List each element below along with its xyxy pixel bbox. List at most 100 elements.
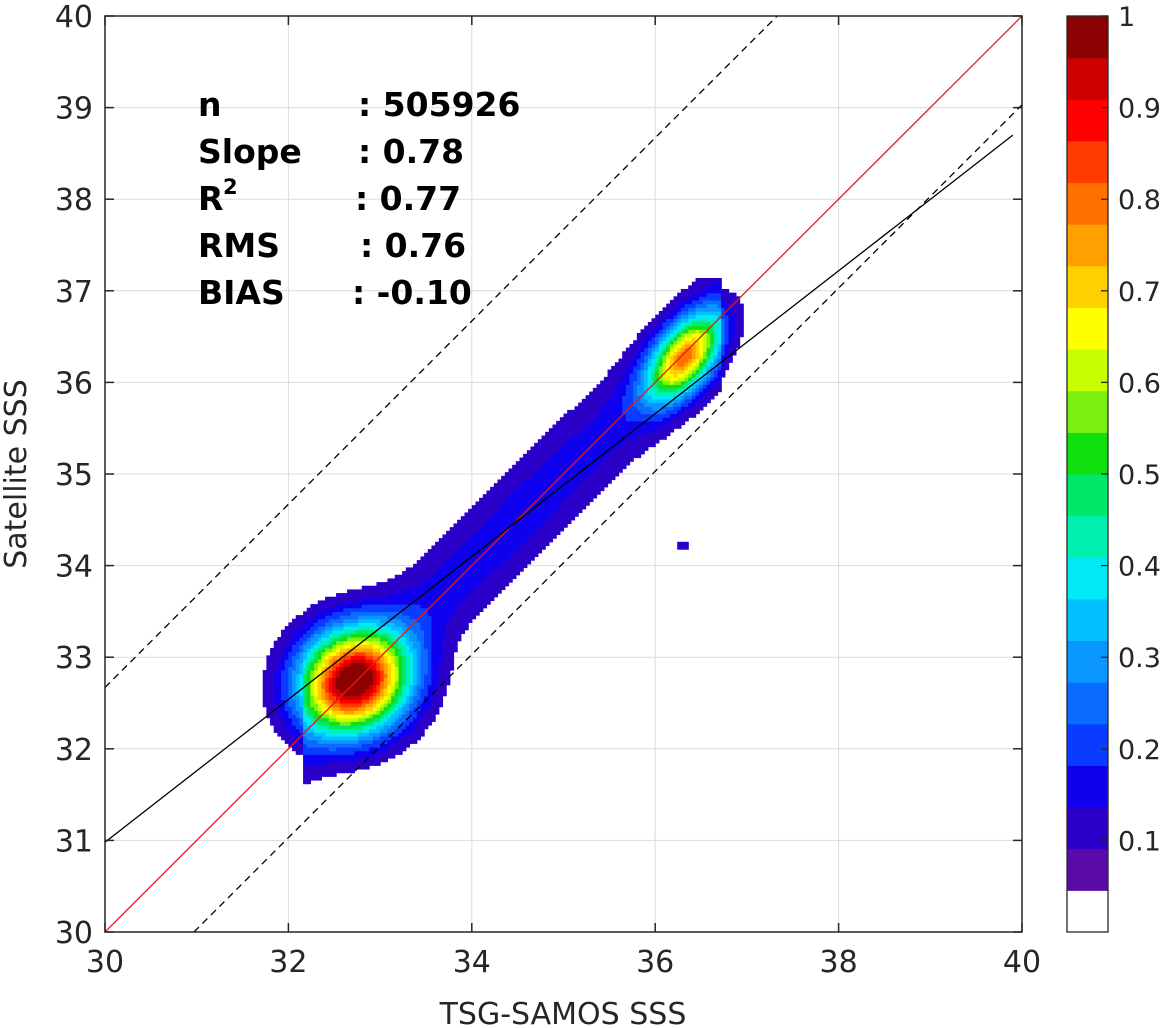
density-cell xyxy=(526,501,532,506)
density-cell xyxy=(673,336,678,341)
density-cell xyxy=(636,340,642,345)
density-cell xyxy=(673,402,678,407)
density-cell xyxy=(328,721,334,726)
density-cell xyxy=(295,710,301,715)
density-cell xyxy=(486,512,491,517)
density-cell xyxy=(537,479,543,484)
density-cell xyxy=(614,413,620,418)
density-cell xyxy=(442,692,447,697)
density-cell xyxy=(567,475,572,481)
density-cell xyxy=(420,706,425,711)
density-cell xyxy=(405,655,411,660)
density-cell xyxy=(658,387,664,393)
density-cell xyxy=(435,618,440,623)
density-cell xyxy=(607,442,612,448)
density-cell xyxy=(684,398,689,404)
density-cell xyxy=(457,633,462,638)
density-cell xyxy=(306,721,312,726)
density-cell xyxy=(409,618,414,623)
density-cell xyxy=(416,662,422,667)
density-cell xyxy=(508,468,513,473)
density-cell xyxy=(416,604,422,609)
density-cell xyxy=(365,681,370,686)
density-cell xyxy=(592,398,598,404)
density-cell xyxy=(409,710,414,715)
density-cell xyxy=(387,684,392,689)
density-cell xyxy=(541,516,546,521)
density-cell xyxy=(523,538,528,543)
density-cell xyxy=(501,534,506,539)
density-cell xyxy=(636,450,642,455)
density-cell xyxy=(383,607,389,612)
density-cell xyxy=(691,365,697,371)
density-cell xyxy=(299,637,304,642)
density-cell xyxy=(713,387,719,393)
density-cell xyxy=(607,464,612,470)
density-cell xyxy=(504,483,510,488)
density-cell xyxy=(361,648,367,653)
density-cell xyxy=(325,765,330,770)
density-cell xyxy=(457,611,462,616)
density-cell xyxy=(336,596,341,602)
density-cell xyxy=(303,637,308,642)
density-cell xyxy=(424,666,429,671)
density-cell xyxy=(684,351,689,356)
density-cell xyxy=(706,398,711,404)
density-cell xyxy=(699,365,704,371)
density-cell xyxy=(490,523,495,528)
density-cell xyxy=(365,721,370,726)
density-cell xyxy=(427,681,433,686)
density-cell xyxy=(387,677,392,682)
density-cell xyxy=(303,699,308,704)
density-cell xyxy=(570,486,576,492)
density-cell xyxy=(530,472,535,477)
density-cell xyxy=(398,721,403,726)
density-cell xyxy=(493,560,499,565)
density-cell xyxy=(666,417,671,422)
density-cell xyxy=(365,655,370,660)
density-cell xyxy=(662,413,667,418)
density-cell xyxy=(548,439,554,444)
density-cell xyxy=(387,578,392,583)
density-cell xyxy=(732,296,737,301)
density-cell xyxy=(482,523,488,528)
density-cell xyxy=(721,362,726,367)
density-cell xyxy=(592,391,598,396)
density-cell xyxy=(640,431,645,437)
density-cell xyxy=(402,637,407,642)
density-cell xyxy=(662,362,667,367)
density-cell xyxy=(534,545,539,550)
density-cell xyxy=(398,648,403,653)
density-cell xyxy=(457,604,462,609)
density-cell xyxy=(303,735,308,741)
density-cell xyxy=(339,710,345,715)
density-cell xyxy=(728,340,733,345)
density-cell xyxy=(640,402,645,407)
density-cell xyxy=(284,629,289,634)
density-cell xyxy=(358,735,363,741)
density-cell xyxy=(376,684,381,689)
density-cell xyxy=(655,395,660,400)
density-cell xyxy=(559,457,565,462)
density-cell xyxy=(640,395,645,400)
density-cell xyxy=(365,600,370,605)
density-cell xyxy=(625,453,631,459)
density-cell xyxy=(567,446,572,451)
density-cell xyxy=(589,486,594,492)
density-cell xyxy=(545,523,550,528)
density-cell xyxy=(387,706,392,711)
density-cell xyxy=(614,365,620,371)
density-cell xyxy=(306,640,312,645)
density-cell xyxy=(383,750,389,755)
density-cell xyxy=(611,369,616,374)
density-cell xyxy=(508,563,513,569)
density-cell xyxy=(519,549,524,554)
density-cell xyxy=(636,387,642,393)
density-cell xyxy=(328,644,334,649)
density-cell xyxy=(475,611,480,616)
density-cell xyxy=(387,585,392,591)
density-cell xyxy=(600,472,605,477)
density-cell xyxy=(497,505,502,510)
density-cell xyxy=(581,406,587,411)
density-cell xyxy=(365,692,370,697)
